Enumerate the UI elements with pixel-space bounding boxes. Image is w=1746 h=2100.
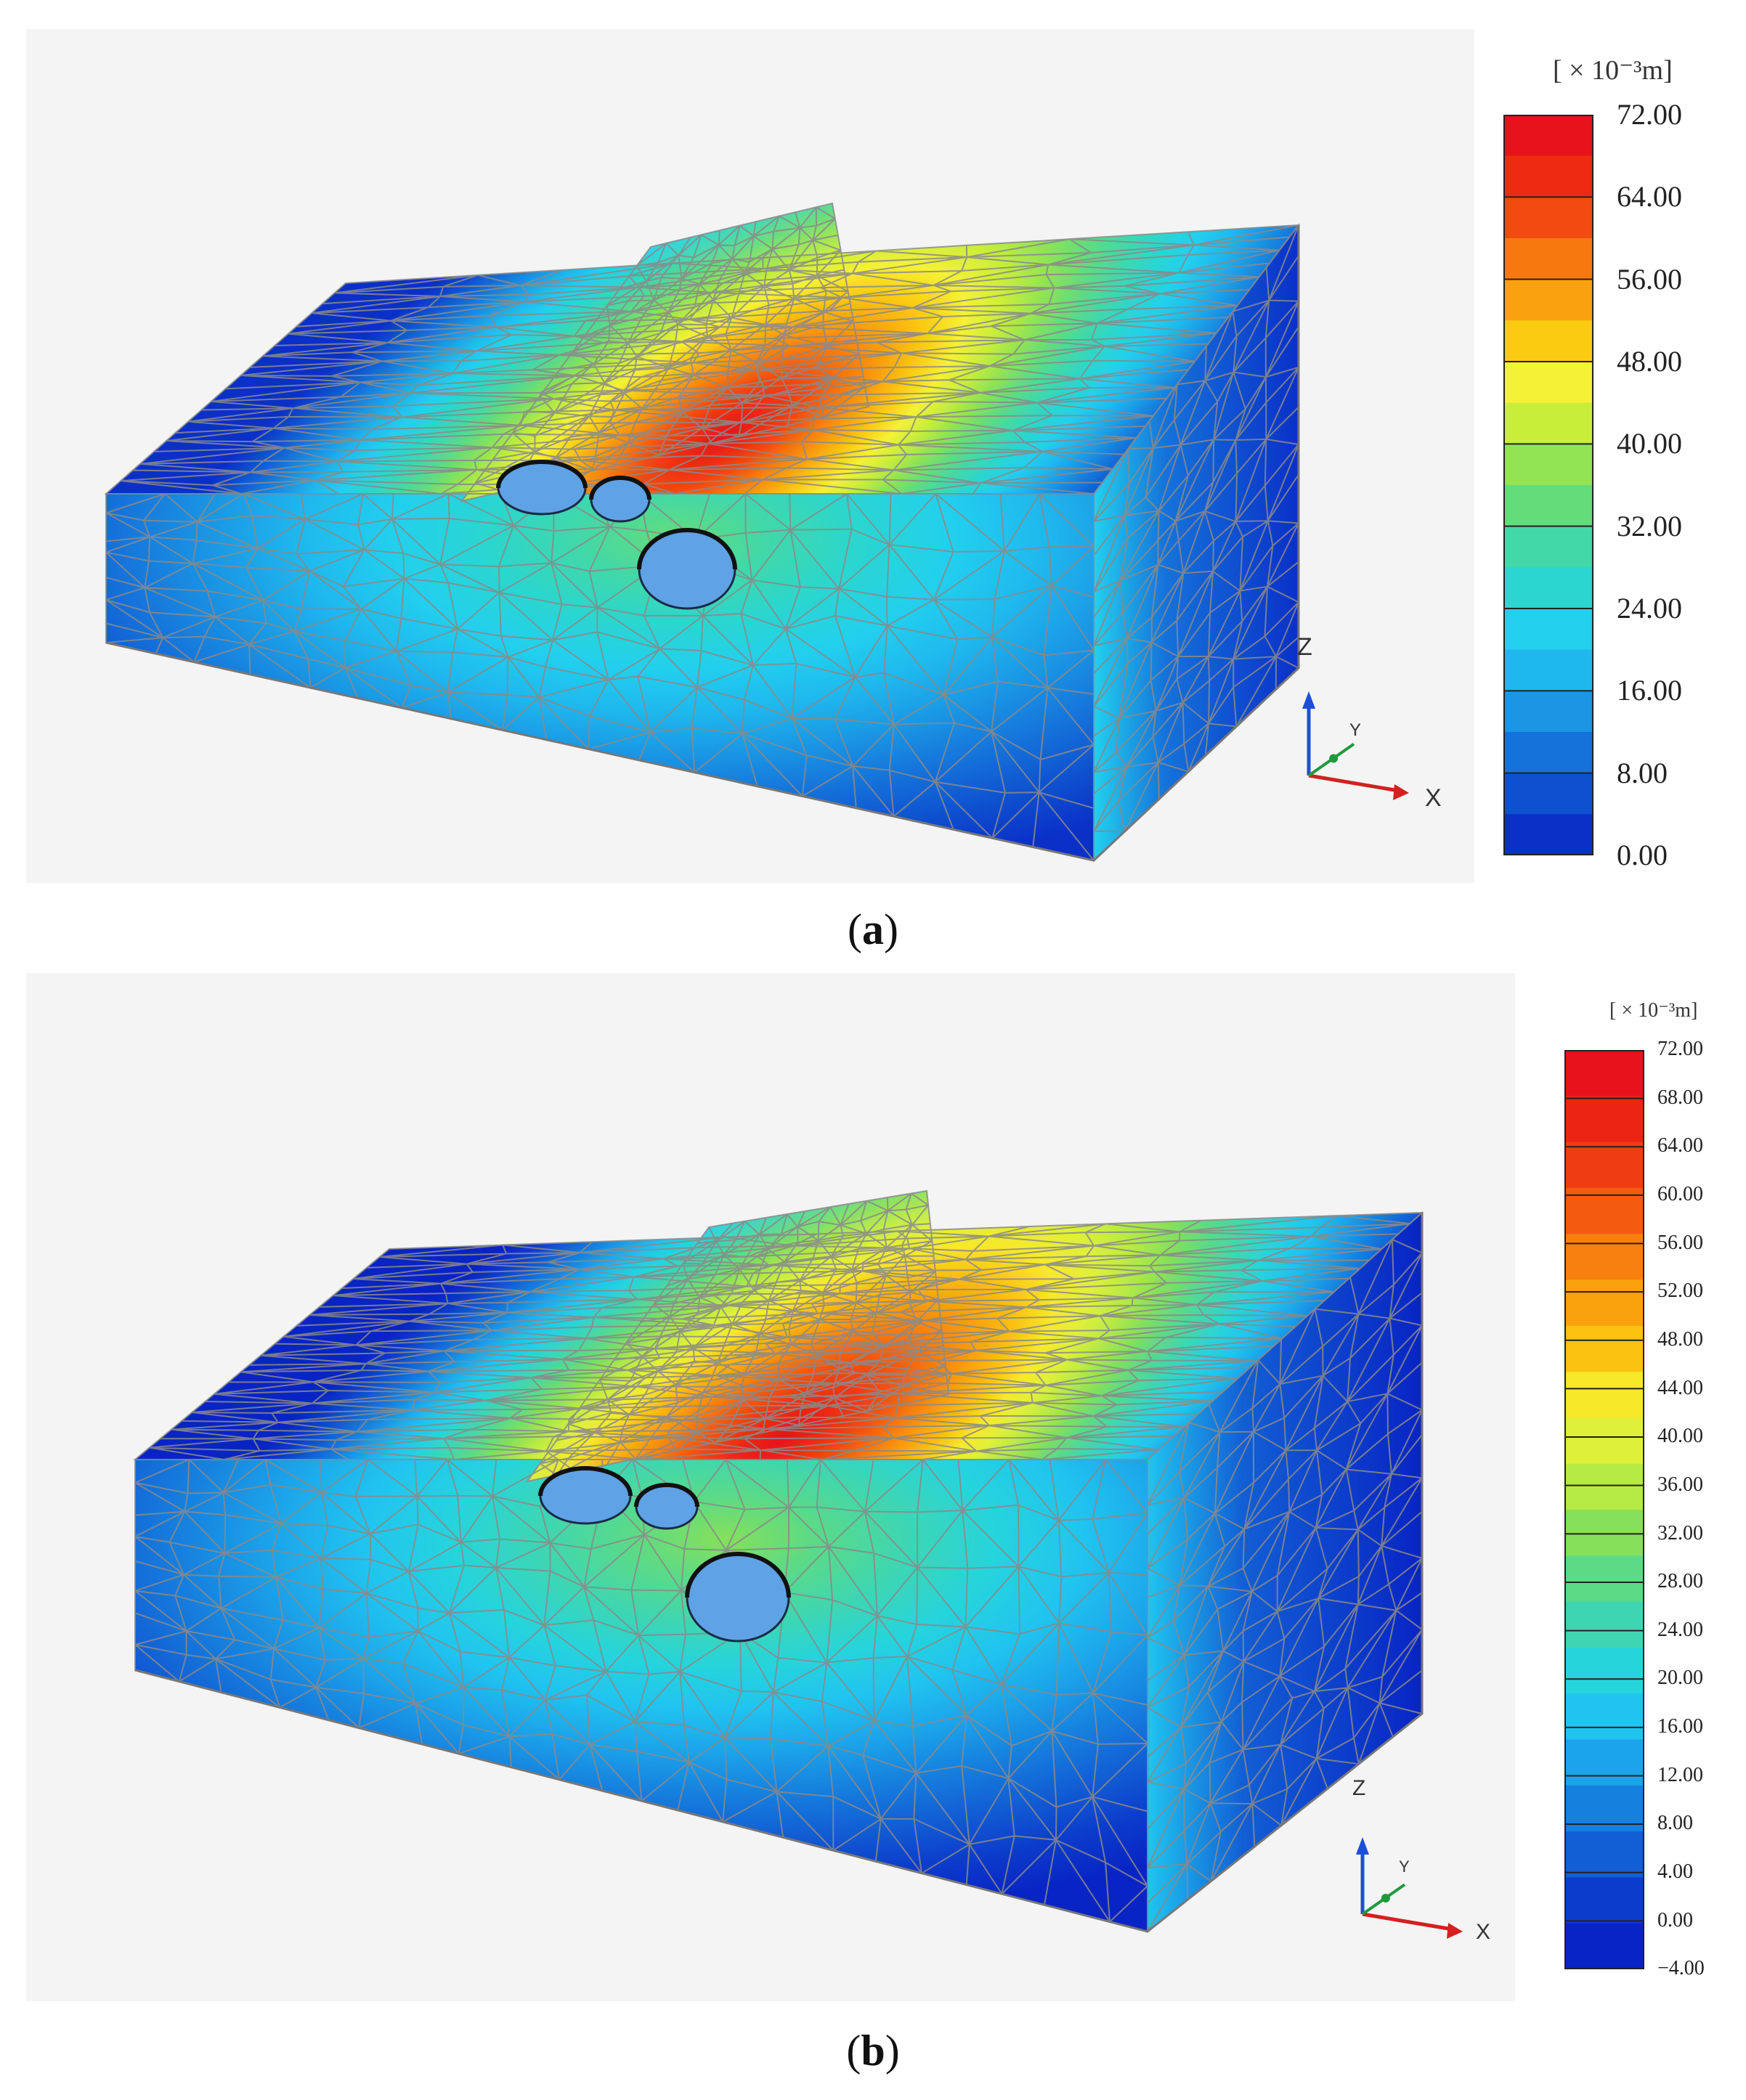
legend-color-band — [1503, 362, 1593, 404]
legend-color-band — [1503, 732, 1593, 774]
legend-tick-label: 56.00 — [1657, 1231, 1703, 1254]
color-legend-b: [ × 10⁻³m] 72.00 68.00 64.00 60.00 56.00 52.0… — [1515, 973, 1720, 2001]
legend-color-band — [1564, 1234, 1644, 1280]
legend-colorbar-a — [1503, 115, 1593, 855]
legend-tick-label: 24.00 — [1657, 1618, 1703, 1641]
coordinate-axes-triad — [1356, 1837, 1463, 1939]
legend-tick-label: 48.00 — [1657, 1327, 1703, 1351]
legend-color-band — [1503, 609, 1593, 651]
legend-color-band — [1503, 279, 1593, 321]
legend-color-band — [1564, 1096, 1644, 1143]
legend-tick-label: 72.00 — [1617, 98, 1682, 131]
legend-unit-a: [ × 10⁻³m] — [1553, 55, 1673, 86]
legend-tick-label: 52.00 — [1657, 1279, 1703, 1303]
legend-color-band — [1503, 567, 1593, 609]
block-front-face — [135, 1460, 1148, 1932]
legend-tick-label: 12.00 — [1657, 1763, 1703, 1786]
block-outline — [105, 225, 1300, 862]
contour-panel-a: [ × 10⁻³m] 72.00 64.00 56.00 48.00 40.00 32.0… — [26, 29, 1720, 883]
legend-color-band — [1564, 1141, 1644, 1189]
legend-tick-label: 20.00 — [1657, 1666, 1703, 1690]
legend-color-band — [1503, 238, 1593, 280]
axis-label-y-b: Y — [1399, 1857, 1410, 1876]
legend-color-band — [1564, 1325, 1644, 1372]
legend-tick-label: 60.00 — [1657, 1183, 1703, 1206]
legend-color-band — [1564, 1463, 1644, 1510]
legend-tick-label: 8.00 — [1617, 756, 1668, 789]
axis-label-y-a: Y — [1349, 720, 1362, 740]
fem-displacement-model-a — [104, 202, 1409, 863]
tunnel-opening — [637, 528, 737, 610]
legend-color-band — [1503, 649, 1593, 691]
legend-tick-label: 72.00 — [1657, 1038, 1703, 1061]
legend-tick-label: 48.00 — [1617, 345, 1682, 378]
legend-tick-label: 56.00 — [1617, 262, 1682, 296]
axis-label-x-b: X — [1476, 1920, 1491, 1944]
legend-unit-b: [ × 10⁻³m] — [1609, 999, 1698, 1022]
legend-color-band — [1564, 1877, 1644, 1924]
block-right-face — [1094, 225, 1299, 860]
legend-color-band — [1503, 773, 1593, 815]
legend-color-band — [1503, 155, 1593, 198]
embankment-ridge — [462, 203, 869, 501]
legend-color-band — [1503, 485, 1593, 527]
legend-color-band — [1564, 1601, 1644, 1648]
block-outline — [134, 1213, 1424, 1933]
legend-color-band — [1503, 814, 1593, 855]
legend-tick-label: 16.00 — [1657, 1715, 1703, 1738]
legend-color-band — [1503, 444, 1593, 486]
legend-color-band — [1564, 1693, 1644, 1740]
legend-tick-label: 44.00 — [1657, 1376, 1703, 1399]
legend-tick-label: 64.00 — [1617, 180, 1682, 213]
tunnel-opening — [685, 1552, 791, 1643]
legend-color-band — [1564, 1510, 1644, 1556]
legend-color-band — [1503, 115, 1593, 157]
color-legend-a: [ × 10⁻³m] 72.00 64.00 56.00 48.00 40.00 32.0… — [1474, 29, 1720, 883]
caption-a: (a) — [848, 905, 898, 953]
legend-tick-label: 64.00 — [1657, 1134, 1703, 1157]
legend-colorbar-b — [1564, 1050, 1644, 1969]
tunnel-opening — [538, 1466, 633, 1525]
legend-color-band — [1564, 1555, 1644, 1603]
legend-color-band — [1503, 691, 1593, 733]
legend-tick-label: −4.00 — [1657, 1957, 1705, 1980]
legend-color-band — [1503, 320, 1593, 362]
legend-tick-label: 40.00 — [1657, 1425, 1703, 1448]
legend-tick-label: 0.00 — [1617, 839, 1668, 871]
legend-tick-label: 40.00 — [1617, 427, 1682, 460]
axis-label-x-a: X — [1425, 784, 1442, 812]
legend-tick-label: 32.00 — [1617, 509, 1682, 542]
tunnel-opening — [589, 476, 651, 523]
tunnel-opening — [496, 460, 588, 516]
axis-label-z-a: Z — [1297, 633, 1312, 661]
legend-color-band — [1564, 1923, 1644, 1969]
legend-color-band — [1564, 1279, 1644, 1327]
contour-panel-b: [ × 10⁻³m] 72.00 68.00 64.00 60.00 56.00 52.0… — [26, 973, 1720, 2001]
legend-color-band — [1564, 1831, 1644, 1878]
legend-color-band — [1503, 526, 1593, 568]
legend-tick-label: 24.00 — [1617, 592, 1682, 624]
legend-color-band — [1564, 1647, 1644, 1694]
legend-tick-label: 16.00 — [1617, 674, 1682, 707]
legend-tick-label: 36.00 — [1657, 1473, 1703, 1496]
legend-color-band — [1564, 1372, 1644, 1418]
tunnel-opening — [634, 1483, 699, 1530]
legend-color-band — [1503, 197, 1593, 239]
caption-b: (b) — [846, 2027, 900, 2075]
legend-tick-label: 28.00 — [1657, 1570, 1703, 1593]
legend-color-band — [1564, 1417, 1644, 1465]
fem-displacement-model-b — [133, 1189, 1463, 1939]
axis-label-z-b: Z — [1352, 1776, 1366, 1800]
legend-tick-label: 8.00 — [1657, 1812, 1693, 1835]
coordinate-axes-triad — [1302, 691, 1409, 800]
legend-tick-label: 0.00 — [1657, 1908, 1693, 1932]
legend-tick-label: 68.00 — [1657, 1086, 1703, 1109]
block-right-face — [1148, 1213, 1422, 1932]
legend-color-band — [1564, 1739, 1644, 1786]
legend-color-band — [1503, 402, 1593, 444]
legend-tick-label: 32.00 — [1657, 1521, 1703, 1545]
legend-tick-label: 4.00 — [1657, 1860, 1693, 1883]
legend-color-band — [1564, 1050, 1644, 1096]
